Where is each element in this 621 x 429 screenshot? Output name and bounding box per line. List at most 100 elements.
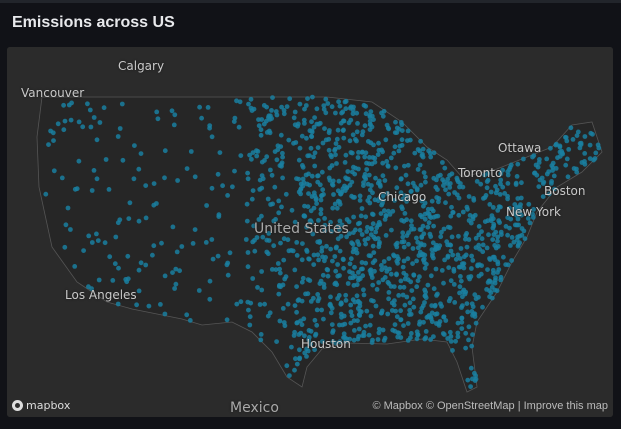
emission-dot[interactable] [405,128,411,134]
emission-dot[interactable] [46,142,51,147]
emission-dot[interactable] [384,269,390,274]
emission-dot[interactable] [328,310,334,316]
emission-dot[interactable] [314,106,320,112]
emission-dot[interactable] [227,250,233,256]
emission-dot[interactable] [485,218,491,224]
emission-dot[interactable] [423,335,429,341]
emission-dot[interactable] [250,150,256,155]
emission-dot[interactable] [134,302,139,308]
emission-dot[interactable] [395,330,401,335]
emission-dot[interactable] [330,328,336,334]
emission-dot[interactable] [259,269,264,274]
emission-dot[interactable] [281,236,287,242]
emission-dot[interactable] [300,164,306,170]
emission-dot[interactable] [307,218,313,224]
emission-dot[interactable] [304,354,309,359]
emission-dot[interactable] [203,240,209,245]
emission-dot[interactable] [407,307,413,313]
emission-dot[interactable] [403,172,409,178]
emission-dot[interactable] [560,151,565,157]
emission-dot[interactable] [68,117,74,123]
emission-dot[interactable] [422,265,428,271]
emission-dot[interactable] [537,177,543,183]
emission-dot[interactable] [278,162,284,167]
emission-dot[interactable] [273,109,279,114]
emission-dot[interactable] [553,142,559,148]
emission-dot[interactable] [479,236,485,242]
emission-dot[interactable] [471,196,476,201]
emission-dot[interactable] [323,110,329,116]
emission-dot[interactable] [308,208,314,214]
emission-dot[interactable] [421,242,427,248]
emission-dot[interactable] [401,284,407,290]
emission-dot[interactable] [405,181,411,187]
emission-dot[interactable] [501,254,506,260]
emission-dot[interactable] [314,307,320,313]
emission-dot[interactable] [380,160,386,166]
emission-dot[interactable] [505,232,510,238]
emission-dot[interactable] [335,223,341,229]
emission-dot[interactable] [342,99,348,105]
emission-dot[interactable] [334,136,340,142]
emission-dot[interactable] [150,252,155,258]
emission-dot[interactable] [358,266,364,272]
emission-dot[interactable] [466,218,472,223]
emission-dot[interactable] [445,242,450,248]
emission-dot[interactable] [301,213,307,219]
emission-dot[interactable] [252,248,258,254]
emission-dot[interactable] [338,311,344,317]
emission-dot[interactable] [385,164,391,169]
emission-dot[interactable] [431,214,437,220]
emission-dot[interactable] [255,285,260,290]
emission-dot[interactable] [172,286,178,291]
emission-dot[interactable] [490,237,496,243]
emission-dot[interactable] [431,150,437,156]
emission-dot[interactable] [217,150,223,155]
emission-dot[interactable] [565,174,571,180]
emission-dot[interactable] [321,285,327,290]
emission-dot[interactable] [312,115,317,120]
emission-dot[interactable] [308,145,314,151]
emission-dot[interactable] [262,301,267,307]
emission-dot[interactable] [422,216,428,222]
emission-dot[interactable] [393,119,398,125]
emission-dot[interactable] [355,318,360,324]
emission-dot[interactable] [487,278,493,284]
emission-dot[interactable] [86,284,91,290]
emission-dot[interactable] [443,187,448,193]
emission-dot[interactable] [285,301,291,307]
emission-dot[interactable] [457,256,463,261]
emission-dot[interactable] [368,253,373,259]
emission-dot[interactable] [146,303,152,309]
emission-dot[interactable] [491,254,497,260]
emission-dot[interactable] [363,323,368,329]
emission-dot[interactable] [260,176,266,182]
emission-dot[interactable] [298,186,304,191]
emission-dot[interactable] [270,95,275,100]
emission-dot[interactable] [443,318,449,323]
emission-dot[interactable] [498,274,504,280]
emission-dot[interactable] [392,198,397,203]
emission-dot[interactable] [274,157,280,163]
emission-dot[interactable] [405,321,411,326]
emission-dot[interactable] [423,295,429,301]
emission-dot[interactable] [284,363,290,369]
emission-dot[interactable] [348,302,354,308]
emission-dot[interactable] [101,105,107,111]
emission-dot[interactable] [327,302,333,308]
emission-dot[interactable] [87,107,93,113]
emission-dot[interactable] [277,270,283,276]
emission-dot[interactable] [272,184,278,190]
emission-dot[interactable] [308,341,314,347]
emission-dot[interactable] [138,260,144,266]
emission-dot[interactable] [296,176,302,182]
emission-dot[interactable] [470,376,475,382]
emission-dot[interactable] [404,217,409,223]
emission-dot[interactable] [339,110,344,116]
emission-dot[interactable] [421,170,427,175]
emission-dot[interactable] [359,232,365,237]
emission-dot[interactable] [470,332,475,337]
emission-dot[interactable] [337,103,343,109]
emission-dot[interactable] [522,236,528,242]
emission-dot[interactable] [535,164,541,170]
